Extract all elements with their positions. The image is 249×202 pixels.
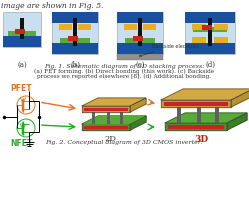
Bar <box>73 18 77 46</box>
Text: (c): (c) <box>135 61 145 69</box>
Bar <box>84 126 128 129</box>
Bar <box>133 36 143 41</box>
Bar <box>117 43 163 54</box>
Bar <box>107 112 110 124</box>
Bar <box>117 54 163 60</box>
Polygon shape <box>165 123 227 130</box>
Bar <box>214 24 228 30</box>
Bar <box>177 107 181 123</box>
Polygon shape <box>82 98 146 106</box>
Polygon shape <box>82 116 146 124</box>
Polygon shape <box>227 113 247 130</box>
Bar <box>60 38 90 43</box>
Polygon shape <box>161 89 249 100</box>
Bar <box>120 112 123 124</box>
Bar <box>124 24 137 30</box>
Text: Fig. 1. Schematic diagram of 3D stacking process:: Fig. 1. Schematic diagram of 3D stacking… <box>44 64 204 69</box>
Bar <box>185 43 235 54</box>
Bar <box>52 43 98 54</box>
Text: 3D: 3D <box>194 135 208 144</box>
Bar <box>117 12 163 23</box>
Text: Fig. 2. Conceptual diagram of 3D CMOS inverter.: Fig. 2. Conceptual diagram of 3D CMOS in… <box>45 140 203 145</box>
Bar <box>138 18 142 46</box>
Polygon shape <box>165 113 247 123</box>
Polygon shape <box>82 124 130 130</box>
Bar <box>20 18 24 39</box>
Bar <box>84 108 128 111</box>
Bar <box>3 12 41 47</box>
Bar <box>59 24 72 30</box>
Bar <box>164 102 228 106</box>
Text: 2D: 2D <box>104 135 116 143</box>
Bar <box>192 37 206 43</box>
Bar <box>214 37 228 43</box>
Bar <box>215 107 219 123</box>
Polygon shape <box>82 106 130 112</box>
Polygon shape <box>231 89 249 107</box>
Text: process we reported elsewhere [8]. (d) Additional bonding.: process we reported elsewhere [8]. (d) A… <box>37 74 211 79</box>
Text: PFET: PFET <box>10 84 32 93</box>
Bar <box>168 125 224 129</box>
Bar <box>8 31 36 36</box>
Bar <box>193 27 227 32</box>
Bar <box>52 12 98 54</box>
Text: Backside electrode: Backside electrode <box>139 43 198 56</box>
Bar <box>15 29 25 34</box>
Text: (b): (b) <box>70 61 80 69</box>
Text: (a): (a) <box>17 61 27 69</box>
Bar <box>192 24 206 30</box>
Bar <box>185 12 235 54</box>
Bar <box>52 12 98 23</box>
Text: (d): (d) <box>205 61 215 69</box>
Bar <box>117 12 163 54</box>
Text: NFET: NFET <box>10 139 32 148</box>
Bar <box>185 12 235 23</box>
Bar <box>208 18 212 46</box>
Bar <box>3 36 41 47</box>
Bar <box>202 25 212 30</box>
Bar <box>78 24 91 30</box>
Bar <box>125 38 155 43</box>
Bar <box>92 112 95 124</box>
Bar <box>197 107 200 123</box>
Bar <box>143 24 156 30</box>
Polygon shape <box>84 116 144 124</box>
Text: image are shown in Fig. 5.: image are shown in Fig. 5. <box>1 2 104 10</box>
Text: (a) FET forming. (b) Direct bonding (this work). (c) Backside: (a) FET forming. (b) Direct bonding (thi… <box>34 69 214 74</box>
Bar <box>68 36 78 41</box>
Polygon shape <box>161 100 231 107</box>
Polygon shape <box>130 98 146 112</box>
Polygon shape <box>130 116 146 130</box>
